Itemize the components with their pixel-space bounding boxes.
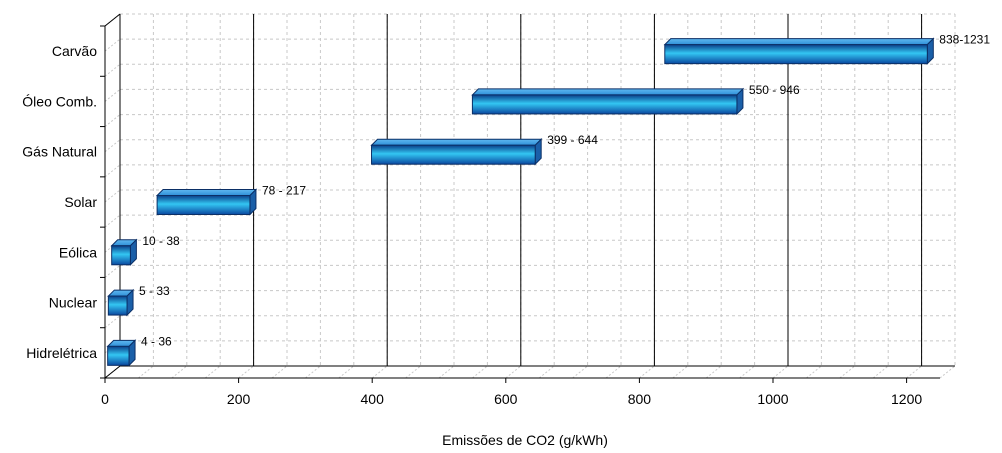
floor-grid-line <box>605 365 622 379</box>
floor-grid-line <box>271 365 288 379</box>
x-tick-label: 1200 <box>891 391 922 407</box>
x-tick-labels: 0 200 400 600 800 1000 1200 <box>101 378 922 407</box>
floor-grid-line <box>438 365 455 379</box>
range-data-label: 78 - 217 <box>262 184 306 198</box>
range-bar-top <box>155 189 258 196</box>
range-bar-front <box>107 345 130 366</box>
x-tick-label: 200 <box>227 391 251 407</box>
range-bar-front <box>371 144 536 165</box>
side-grid-line <box>104 63 121 77</box>
range-bar-front <box>111 245 131 266</box>
category-label: Óleo Comb. <box>22 93 97 109</box>
x-tick-label: 400 <box>361 391 385 407</box>
floor-grid-line <box>238 365 254 379</box>
category-label: Gás Natural <box>22 144 97 160</box>
side-grid-line <box>104 114 121 127</box>
floor-grid-line <box>772 365 789 379</box>
floor-grid-line <box>839 365 856 379</box>
floor-grid-line <box>672 365 689 379</box>
floor-grid-line <box>639 365 655 379</box>
floor-grid-line <box>171 365 188 379</box>
floor-grid-line <box>405 365 421 379</box>
floor-grid-line <box>338 365 355 379</box>
category-label: Solar <box>64 194 97 210</box>
floor-grid-line <box>705 365 722 379</box>
floor-grid-line <box>204 365 221 379</box>
floor-grid-line <box>371 365 388 379</box>
range-data-label: 550 - 946 <box>749 83 800 97</box>
range-bar-top <box>663 38 935 46</box>
x-tick-label: 600 <box>494 391 518 407</box>
floor-grid-line <box>138 365 154 379</box>
floor-grid-line <box>505 365 522 379</box>
range-bar-front <box>107 295 128 316</box>
y-axis-top-edge <box>104 13 121 27</box>
floor-grid-line <box>906 365 922 379</box>
side-grid-line <box>104 164 121 178</box>
range-data-label: 4 - 36 <box>141 334 172 348</box>
range-bar-front <box>471 94 738 115</box>
range-bar-front <box>664 44 928 65</box>
side-grid-line <box>104 139 121 153</box>
side-grid-line <box>104 38 121 52</box>
chart-bars: 4 - 36 5 - 33 10 - 38 78 - 217 399 - 644 550 … <box>106 33 990 367</box>
x-tick-label: 0 <box>101 391 109 407</box>
range-bar: 78 - 217 <box>155 184 306 216</box>
side-grid-line <box>104 89 121 102</box>
range-bar: 5 - 33 <box>107 284 170 317</box>
x-tick-label: 800 <box>628 391 652 407</box>
x-tick-label: 1000 <box>757 391 788 407</box>
side-grid-line <box>104 265 121 278</box>
category-labels: Hidrelétrica Nuclear Eólica Solar Gás Natura… <box>22 43 97 361</box>
floor-grid-line <box>939 365 956 379</box>
range-data-label: 838-1231 <box>939 33 990 47</box>
range-bar: 10 - 38 <box>110 234 180 266</box>
floor-grid-line <box>572 365 588 379</box>
side-grid-line <box>104 315 121 329</box>
category-label: Hidrelétrica <box>26 345 97 361</box>
range-bar: 550 - 946 <box>471 83 800 116</box>
range-bar-top <box>370 138 543 146</box>
range-data-label: 399 - 644 <box>547 133 598 147</box>
category-label: Nuclear <box>49 295 98 311</box>
floor-grid-line <box>806 365 822 379</box>
floor-grid-line <box>538 365 555 379</box>
range-bar-top <box>471 88 745 96</box>
range-bar: 838-1231 <box>663 33 990 65</box>
x-axis-title: Emissões de CO2 (g/kWh) <box>442 432 608 448</box>
floor-grid-line <box>472 365 488 379</box>
range-data-label: 10 - 38 <box>142 234 180 248</box>
range-bar: 4 - 36 <box>106 334 172 367</box>
side-grid-line <box>104 214 121 228</box>
x-axis-depth-edge <box>104 365 121 379</box>
floor-grid-line <box>739 365 755 379</box>
category-label: Carvão <box>52 43 97 59</box>
side-grid-line <box>104 189 121 203</box>
floor-grid-line <box>305 365 321 379</box>
floor-grid-line <box>872 365 889 379</box>
range-bar-front <box>156 195 251 215</box>
category-label: Eólica <box>59 244 97 260</box>
range-data-label: 5 - 33 <box>139 284 170 298</box>
range-bar: 399 - 644 <box>370 133 598 166</box>
